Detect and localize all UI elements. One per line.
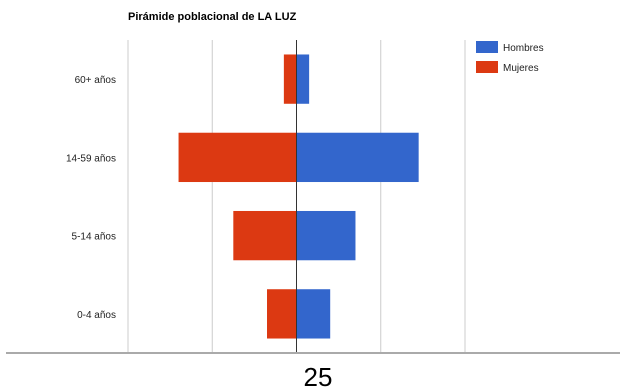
bar-mujeres-1 [178, 132, 297, 183]
category-label: 0-4 años [77, 310, 116, 321]
bar-mujeres-2 [233, 210, 297, 261]
page-number: 25 [304, 362, 333, 387]
grid-lines [127, 40, 466, 353]
legend-swatch-hombres [476, 41, 498, 53]
legend: Hombres Mujeres [476, 41, 544, 74]
bar-hombres-1 [296, 132, 419, 183]
bar-hombres-3 [296, 289, 331, 339]
bar-hombres-0 [296, 54, 310, 104]
bars [178, 54, 419, 339]
category-label: 14-59 años [66, 153, 116, 164]
bar-mujeres-3 [267, 289, 297, 339]
legend-swatch-mujeres [476, 61, 498, 73]
category-labels: 60+ años 14-59 años 5-14 años 0-4 años [66, 75, 116, 321]
legend-label-mujeres: Mujeres [503, 63, 539, 74]
chart-title: Pirámide poblacional de LA LUZ [128, 11, 297, 23]
category-label: 5-14 años [72, 232, 116, 243]
category-label: 60+ años [75, 75, 116, 86]
bar-mujeres-0 [283, 54, 297, 104]
legend-label-hombres: Hombres [503, 43, 544, 54]
bar-hombres-2 [296, 210, 356, 261]
